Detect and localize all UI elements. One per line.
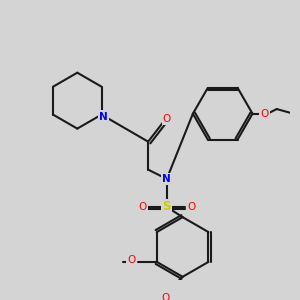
- Text: O: O: [162, 293, 170, 300]
- Text: N: N: [99, 112, 108, 122]
- Text: O: O: [187, 202, 195, 212]
- Text: S: S: [163, 200, 171, 213]
- Text: O: O: [128, 255, 136, 265]
- Text: N: N: [162, 174, 171, 184]
- Text: O: O: [138, 202, 147, 212]
- Text: O: O: [260, 109, 269, 119]
- Text: O: O: [163, 114, 171, 124]
